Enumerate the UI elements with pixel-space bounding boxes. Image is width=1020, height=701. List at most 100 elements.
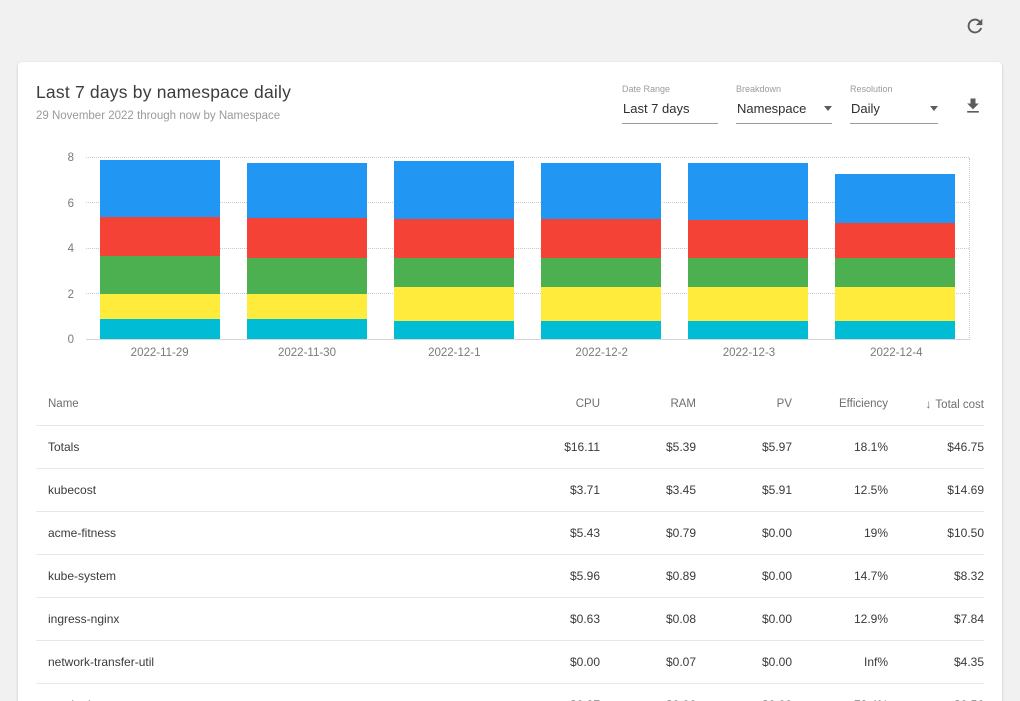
cell-pv: $5.91 (696, 468, 792, 512)
title-block: Last 7 days by namespace daily 29 Novemb… (36, 82, 291, 122)
table-row[interactable]: monitoring$0.37$0.06$0.0078.4%$0.56 (36, 683, 984, 701)
green-segment[interactable] (99, 256, 220, 294)
controls: Date Range Last 7 days Breakdown Namespa… (622, 82, 984, 124)
cell-ram: $3.45 (600, 468, 696, 512)
column-header-total[interactable]: ↓ Total cost (925, 397, 984, 411)
yellow-segment[interactable] (541, 286, 662, 321)
x-tick-label: 2022-11-30 (278, 347, 336, 359)
gridline (86, 157, 969, 158)
bar-2022-11-30[interactable] (246, 158, 367, 339)
blue-segment[interactable] (393, 161, 514, 220)
cell-efficiency: 12.5% (792, 468, 888, 512)
refresh-icon (967, 18, 983, 34)
bar-2022-12-4[interactable] (835, 158, 956, 339)
x-tick-label: 2022-12-1 (428, 347, 481, 359)
date-range-label: Date Range (622, 84, 671, 94)
cost-table-body: Totals $16.11 $5.39 $5.97 18.1% $46.75 kubecos… (36, 425, 984, 701)
blue-segment[interactable] (246, 162, 367, 218)
resolution-select[interactable]: Daily (850, 101, 938, 124)
red-segment[interactable] (99, 216, 220, 257)
teal-segment[interactable] (393, 320, 514, 339)
page-subtitle: 29 November 2022 through now by Namespac… (36, 110, 281, 122)
refresh-button[interactable] (963, 15, 987, 39)
green-segment[interactable] (541, 257, 662, 287)
red-segment[interactable] (688, 220, 809, 258)
chart-bars (86, 158, 969, 339)
chevron-down-icon (930, 106, 938, 111)
top-bar (0, 0, 1020, 62)
bar-2022-12-1[interactable] (393, 158, 514, 339)
teal-segment[interactable] (541, 320, 662, 339)
cell-efficiency: 14.7% (792, 554, 888, 598)
table-row[interactable]: Totals $16.11 $5.39 $5.97 18.1% $46.75 (36, 425, 984, 469)
download-button[interactable] (962, 96, 984, 118)
blue-segment[interactable] (541, 162, 662, 220)
column-header-ram[interactable]: RAM (670, 398, 696, 410)
bar-2022-11-29[interactable] (99, 158, 220, 339)
date-range-input[interactable]: Last 7 days (622, 101, 718, 124)
column-header-name[interactable]: Name (48, 398, 79, 410)
cell-total: $0.56 (888, 683, 984, 701)
green-segment[interactable] (246, 257, 367, 294)
red-segment[interactable] (393, 219, 514, 258)
teal-segment[interactable] (835, 320, 956, 339)
blue-segment[interactable] (688, 162, 809, 221)
gridline (86, 247, 969, 249)
cell-ram: $5.39 (600, 425, 696, 469)
chart-plot (86, 157, 970, 340)
blue-segment[interactable] (99, 160, 220, 217)
red-segment[interactable] (246, 217, 367, 258)
cost-table: Name CPU RAM PV Efficiency ↓ Total cost Totals… (36, 383, 984, 701)
green-segment[interactable] (393, 257, 514, 287)
table-row[interactable]: kubecost $3.71 $3.45 $5.91 12.5% $14.69 (36, 468, 984, 512)
cell-efficiency: 18.1% (792, 425, 888, 469)
green-segment[interactable] (835, 257, 956, 287)
sort-descending-icon: ↓ (925, 397, 932, 411)
cell-cpu: $0.00 (504, 640, 600, 684)
cell-cpu: $0.63 (504, 597, 600, 641)
teal-segment[interactable] (99, 318, 220, 339)
cell-name: kubecost (36, 468, 504, 512)
yellow-segment[interactable] (835, 286, 956, 321)
cell-efficiency: 19% (792, 511, 888, 555)
teal-segment[interactable] (246, 318, 367, 339)
bar-2022-12-3[interactable] (688, 158, 809, 339)
x-tick-label: 2022-12-4 (870, 347, 923, 359)
bar-2022-12-2[interactable] (541, 158, 662, 339)
card-header: Last 7 days by namespace daily 29 Novemb… (36, 82, 984, 124)
yellow-segment[interactable] (688, 286, 809, 321)
red-segment[interactable] (835, 222, 956, 258)
column-header-pv[interactable]: PV (776, 398, 792, 410)
green-segment[interactable] (688, 257, 809, 287)
date-range-control: Date Range Last 7 days (622, 84, 718, 124)
x-tick-label: 2022-11-29 (130, 347, 189, 359)
cell-ram: $0.06 (600, 683, 696, 701)
cell-name: Totals (36, 425, 504, 469)
cell-ram: $0.08 (600, 597, 696, 641)
yellow-segment[interactable] (246, 293, 367, 319)
date-range-value: Last 7 days (623, 101, 690, 116)
cell-total: $4.35 (888, 640, 984, 684)
table-row[interactable]: kube-system $5.96 $0.89 $0.00 14.7% $8.32 (36, 554, 984, 598)
cell-total: $10.50 (888, 511, 984, 555)
table-row[interactable]: ingress-nginx $0.63 $0.08 $0.00 12.9% $7.84 (36, 597, 984, 641)
cell-cpu: $16.11 (504, 425, 600, 469)
chevron-down-icon (824, 106, 832, 111)
column-header-cpu[interactable]: CPU (575, 398, 600, 410)
table-row[interactable]: network-transfer-util $0.00 $0.07 $0.00 Inf%… (36, 640, 984, 684)
yellow-segment[interactable] (393, 286, 514, 321)
blue-segment[interactable] (835, 173, 956, 223)
column-header-efficiency[interactable]: Efficiency (838, 398, 888, 410)
yellow-segment[interactable] (99, 293, 220, 319)
red-segment[interactable] (541, 219, 662, 258)
table-row[interactable]: acme-fitness $5.43 $0.79 $0.00 19% $10.50 (36, 511, 984, 555)
x-tick-label: 2022-12-2 (575, 347, 628, 359)
cell-total: $46.75 (888, 425, 984, 469)
teal-segment[interactable] (688, 320, 809, 339)
cell-total: $8.32 (888, 554, 984, 598)
breakdown-control: Breakdown Namespace (736, 84, 832, 124)
cell-cpu: $3.71 (504, 468, 600, 512)
y-tick-label: 4 (67, 243, 74, 255)
breakdown-select[interactable]: Namespace (736, 101, 832, 124)
